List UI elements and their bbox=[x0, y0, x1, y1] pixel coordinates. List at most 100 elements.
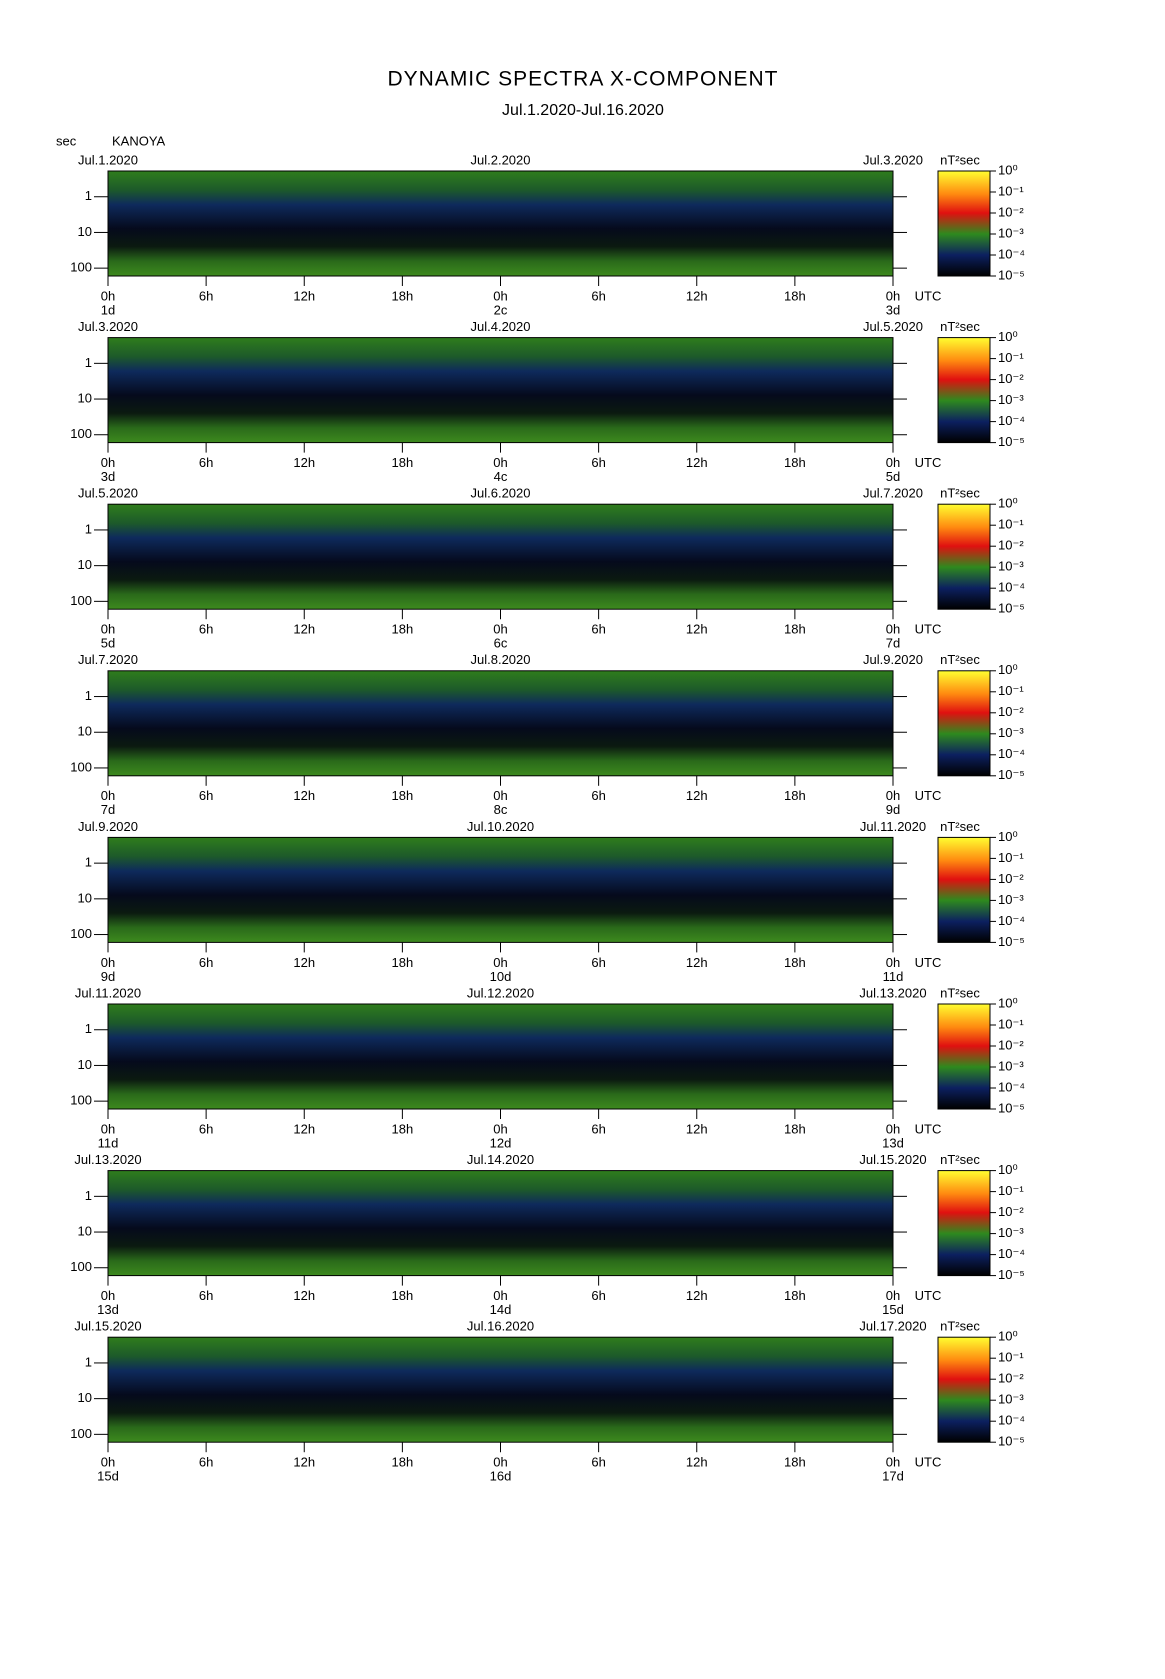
date-right: Jul.7.2020 bbox=[863, 486, 923, 501]
x-unit: UTC bbox=[915, 1121, 942, 1136]
x-tick-label: 0h bbox=[493, 1455, 507, 1470]
colorbar bbox=[937, 670, 991, 777]
x-tick-label: 12h bbox=[293, 1288, 315, 1303]
station: KANOYA bbox=[112, 133, 166, 148]
date-center: Jul.14.2020 bbox=[467, 1152, 534, 1167]
x-tick-label: 0h bbox=[101, 455, 115, 470]
x-tick-label: 12h bbox=[293, 288, 315, 303]
colorbar bbox=[937, 1170, 991, 1277]
colorbar-unit: nT²sec bbox=[940, 1319, 980, 1334]
colorbar-unit: nT²sec bbox=[940, 652, 980, 667]
day-label: 13d bbox=[882, 1135, 904, 1150]
y-tick-label: 1 bbox=[85, 688, 92, 703]
date-center: Jul.16.2020 bbox=[467, 1319, 534, 1334]
date-center: Jul.4.2020 bbox=[471, 319, 531, 334]
colorbar-tick-label: 10⁰ bbox=[998, 1329, 1018, 1344]
colorbar-tick-label: 10⁻⁴ bbox=[998, 1079, 1025, 1094]
x-tick-label: 6h bbox=[591, 1455, 605, 1470]
x-tick-label: 0h bbox=[493, 288, 507, 303]
x-tick-label: 18h bbox=[392, 1288, 414, 1303]
x-tick-label: 6h bbox=[199, 1455, 213, 1470]
colorbar-tick-label: 10⁻³ bbox=[998, 559, 1024, 574]
x-tick-label: 0h bbox=[101, 1455, 115, 1470]
x-tick-label: 18h bbox=[784, 788, 806, 803]
colorbar-tick-label: 10⁻² bbox=[998, 1204, 1024, 1219]
x-tick-label: 6h bbox=[199, 455, 213, 470]
y-tick-label: 100 bbox=[70, 260, 92, 275]
x-tick-label: 6h bbox=[591, 622, 605, 637]
x-tick-label: 6h bbox=[591, 1121, 605, 1136]
day-label: 12d bbox=[490, 1135, 512, 1150]
x-tick-label: 0h bbox=[886, 1121, 900, 1136]
x-tick-label: 12h bbox=[686, 288, 708, 303]
spectrogram-image bbox=[108, 670, 893, 776]
y-tick-label: 10 bbox=[78, 557, 92, 572]
colorbar-unit: nT²sec bbox=[940, 1152, 980, 1167]
x-tick-label: 0h bbox=[101, 1121, 115, 1136]
x-unit: UTC bbox=[915, 622, 942, 637]
x-tick-label: 18h bbox=[784, 622, 806, 637]
spectrogram-image bbox=[108, 504, 893, 610]
colorbar-tick-label: 10⁻² bbox=[998, 871, 1024, 886]
day-label: 13d bbox=[97, 1302, 119, 1317]
date-center: Jul.10.2020 bbox=[467, 819, 534, 834]
colorbar-unit: nT²sec bbox=[940, 152, 980, 167]
y-tick-label: 1 bbox=[85, 188, 92, 203]
date-left: Jul.7.2020 bbox=[78, 652, 138, 667]
colorbar-tick-label: 10⁻⁴ bbox=[998, 1413, 1025, 1428]
colorbar bbox=[937, 1003, 991, 1110]
x-tick-label: 0h bbox=[101, 955, 115, 970]
y-tick-label: 1 bbox=[85, 1188, 92, 1203]
colorbar bbox=[937, 503, 991, 610]
day-label: 1d bbox=[101, 302, 115, 317]
date-left: Jul.3.2020 bbox=[78, 319, 138, 334]
x-tick-label: 12h bbox=[293, 455, 315, 470]
colorbar-unit: nT²sec bbox=[940, 486, 980, 501]
colorbar-tick-label: 10⁻² bbox=[998, 538, 1024, 553]
day-label: 16d bbox=[490, 1469, 512, 1484]
colorbar bbox=[937, 1336, 991, 1443]
x-tick-label: 0h bbox=[886, 288, 900, 303]
day-label: 10d bbox=[490, 969, 512, 984]
y-tick-label: 10 bbox=[78, 1390, 92, 1405]
date-center: Jul.2.2020 bbox=[471, 152, 531, 167]
colorbar-tick-label: 10⁰ bbox=[998, 162, 1018, 177]
x-tick-label: 0h bbox=[493, 1121, 507, 1136]
date-left: Jul.5.2020 bbox=[78, 486, 138, 501]
day-label: 15d bbox=[97, 1469, 119, 1484]
x-unit: UTC bbox=[915, 955, 942, 970]
date-center: Jul.6.2020 bbox=[471, 486, 531, 501]
x-unit: UTC bbox=[915, 455, 942, 470]
x-tick-label: 6h bbox=[199, 622, 213, 637]
colorbar-tick-label: 10⁻² bbox=[998, 1037, 1024, 1052]
x-tick-label: 18h bbox=[392, 1455, 414, 1470]
y-tick-label: 1 bbox=[85, 855, 92, 870]
day-label: 3d bbox=[101, 469, 115, 484]
x-tick-label: 18h bbox=[784, 1121, 806, 1136]
x-tick-label: 6h bbox=[199, 955, 213, 970]
x-tick-label: 12h bbox=[686, 455, 708, 470]
colorbar-tick-label: 10⁻⁴ bbox=[998, 1246, 1025, 1261]
spectrogram-image bbox=[108, 171, 893, 276]
date-right: Jul.3.2020 bbox=[863, 152, 923, 167]
y-tick-label: 10 bbox=[78, 724, 92, 739]
title: DYNAMIC SPECTRA X-COMPONENT bbox=[387, 68, 778, 91]
x-tick-label: 18h bbox=[784, 955, 806, 970]
x-tick-label: 0h bbox=[101, 788, 115, 803]
colorbar-tick-label: 10⁻¹ bbox=[998, 350, 1024, 365]
colorbar-tick-label: 10⁻² bbox=[998, 204, 1024, 219]
colorbar-tick-label: 10⁻¹ bbox=[998, 1183, 1024, 1198]
day-label: 8c bbox=[494, 802, 508, 817]
date-right: Jul.9.2020 bbox=[863, 652, 923, 667]
x-tick-label: 0h bbox=[101, 288, 115, 303]
day-label: 7d bbox=[101, 802, 115, 817]
date-center: Jul.8.2020 bbox=[471, 652, 531, 667]
colorbar-tick-label: 10⁻⁴ bbox=[998, 746, 1025, 761]
colorbar-tick-label: 10⁻¹ bbox=[998, 183, 1024, 198]
x-tick-label: 0h bbox=[101, 1288, 115, 1303]
colorbar-unit: nT²sec bbox=[940, 319, 980, 334]
x-tick-label: 18h bbox=[392, 788, 414, 803]
day-label: 6c bbox=[494, 636, 508, 651]
colorbar-tick-label: 10⁰ bbox=[998, 662, 1018, 677]
